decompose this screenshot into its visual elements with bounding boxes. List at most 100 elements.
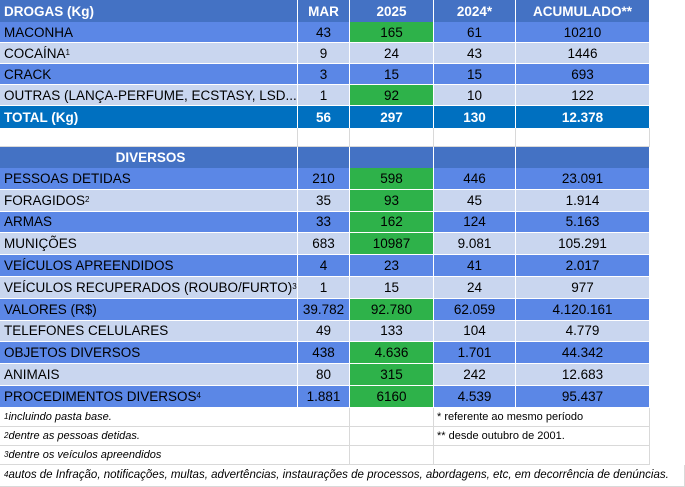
cell-acumulado: 4.120.161 <box>516 298 650 321</box>
spacer-row <box>0 128 685 147</box>
row-label: OBJETOS DIVERSOS <box>0 342 298 365</box>
cell-mar: 210 <box>298 168 350 190</box>
cell-2025: 23 <box>350 255 434 277</box>
footnote-row: 1 incluindo pasta base. * referente ao mes… <box>0 407 685 427</box>
row-label: ARMAS <box>0 211 298 234</box>
cell-2024: 124 <box>434 211 516 234</box>
cell-2024: 43 <box>434 43 516 64</box>
cell-2025: 92 <box>350 85 434 106</box>
cell-mar: 3 <box>298 64 350 85</box>
cell-acumulado: 2.017 <box>516 255 650 277</box>
cell-2024: 4.539 <box>434 386 516 408</box>
cell-2025: 24 <box>350 43 434 64</box>
cell-2025: 133 <box>350 320 434 343</box>
footnote-row-4: 4 autos de Infração, notificações, multa… <box>0 464 685 487</box>
row-label: CRACK <box>0 64 298 85</box>
cell-2025: 315 <box>350 364 434 386</box>
cell-mar: 4 <box>298 255 350 277</box>
header-cell <box>350 147 434 168</box>
table-row: ANIMAIS 80 315 242 12.683 <box>0 364 685 386</box>
cell-mar: 1.881 <box>298 386 350 408</box>
cell-acumulado: 1446 <box>516 43 650 64</box>
cell-2024: 1.701 <box>434 342 516 365</box>
footnote-row: 3 dentre os veículos apreendidos <box>0 445 685 465</box>
row-label: MACONHA <box>0 22 298 43</box>
cell-acumulado: 977 <box>516 277 650 299</box>
row-label: FORAGIDOS 2 <box>0 189 298 212</box>
empty-cell <box>350 407 434 427</box>
cell-2025: 15 <box>350 277 434 299</box>
table-row: PROCEDIMENTOS DIVERSOS 4 1.881 6160 4.539 95.… <box>0 386 685 408</box>
cell-mar: 1 <box>298 277 350 299</box>
cell-mar: 49 <box>298 320 350 343</box>
drugs-header-row: DROGAS (Kg) MAR 2025 2024* ACUMULADO** <box>0 0 685 22</box>
cell-acumulado: 693 <box>516 64 650 85</box>
cell-2025: 162 <box>350 211 434 234</box>
header-cell: 2024* <box>434 0 516 22</box>
cell-2024: 9.081 <box>434 233 516 256</box>
empty-cell <box>298 128 350 147</box>
cell-acumulado: 5.163 <box>516 211 650 234</box>
cell-acumulado: 44.342 <box>516 342 650 365</box>
cell-2025: 15 <box>350 64 434 85</box>
cell-mar: 43 <box>298 22 350 43</box>
empty-cell <box>350 426 434 446</box>
row-label: MUNIÇÕES <box>0 233 298 256</box>
table-row: FORAGIDOS 2 35 93 45 1.914 <box>0 189 685 212</box>
cell-2025: 10987 <box>350 233 434 256</box>
total-acumulado: 12.378 <box>516 106 650 128</box>
cell-mar: 35 <box>298 189 350 212</box>
cell-mar: 683 <box>298 233 350 256</box>
table-row: PESSOAS DETIDAS 210 598 446 23.091 <box>0 168 685 190</box>
cell-2024: 104 <box>434 320 516 343</box>
cell-2024: 24 <box>434 277 516 299</box>
header-cell: MAR <box>298 0 350 22</box>
cell-2024: 45 <box>434 189 516 212</box>
cell-2025: 165 <box>350 22 434 43</box>
table-row: ARMAS 33 162 124 5.163 <box>0 211 685 234</box>
diversos-header: DIVERSOS <box>0 147 298 168</box>
table-row: VALORES (R$) 39.782 92.780 62.059 4.120.161 <box>0 298 685 321</box>
cell-2025: 6160 <box>350 386 434 408</box>
total-label: TOTAL (Kg) <box>0 106 298 128</box>
row-label: PROCEDIMENTOS DIVERSOS 4 <box>0 386 298 408</box>
header-cell: ACUMULADO** <box>516 0 650 22</box>
row-label: COCAÍNA 1 <box>0 43 298 64</box>
header-cell: DROGAS (Kg) <box>0 0 298 22</box>
diversos-header-row: DIVERSOS <box>0 147 685 168</box>
cell-mar: 39.782 <box>298 298 350 321</box>
footnote-legend: * referente ao mesmo período <box>434 407 650 427</box>
row-label: ANIMAIS <box>0 364 298 386</box>
table-row: VEÍCULOS APREENDIDOS 4 23 41 2.017 <box>0 255 685 277</box>
cell-acumulado: 95.437 <box>516 386 650 408</box>
cell-acumulado: 105.291 <box>516 233 650 256</box>
header-cell <box>298 147 350 168</box>
table-row: OBJETOS DIVERSOS 438 4.636 1.701 44.342 <box>0 342 685 365</box>
cell-2024: 62.059 <box>434 298 516 321</box>
footnote-row: 2 dentre as pessoas detidas. ** desde outu… <box>0 426 685 446</box>
table-row: CRACK 3 15 15 693 <box>0 64 685 85</box>
row-label: VEÍCULOS APREENDIDOS <box>0 255 298 277</box>
cell-2025: 4.636 <box>350 342 434 365</box>
cell-2024: 15 <box>434 64 516 85</box>
footnote-legend: ** desde outubro de 2001. <box>434 426 650 446</box>
table-row: VEÍCULOS RECUPERADOS (ROUBO/FURTO) 3 1 15 24… <box>0 277 685 299</box>
footnote-text: 4 autos de Infração, notificações, multa… <box>0 464 685 487</box>
cell-acumulado: 4.779 <box>516 320 650 343</box>
total-2024: 130 <box>434 106 516 128</box>
row-label: PESSOAS DETIDAS <box>0 168 298 190</box>
empty-cell <box>434 128 516 147</box>
row-label: TELEFONES CELULARES <box>0 320 298 343</box>
total-row: TOTAL (Kg) 56 297 130 12.378 <box>0 106 685 128</box>
cell-mar: 80 <box>298 364 350 386</box>
cell-acumulado: 1.914 <box>516 189 650 212</box>
cell-acumulado: 10210 <box>516 22 650 43</box>
cell-mar: 438 <box>298 342 350 365</box>
cell-2024: 61 <box>434 22 516 43</box>
footnote-text: 1 incluindo pasta base. <box>0 407 350 427</box>
cell-mar: 1 <box>298 85 350 106</box>
header-cell <box>516 147 650 168</box>
total-2025: 297 <box>350 106 434 128</box>
header-cell: 2025 <box>350 0 434 22</box>
empty-cell <box>0 128 298 147</box>
